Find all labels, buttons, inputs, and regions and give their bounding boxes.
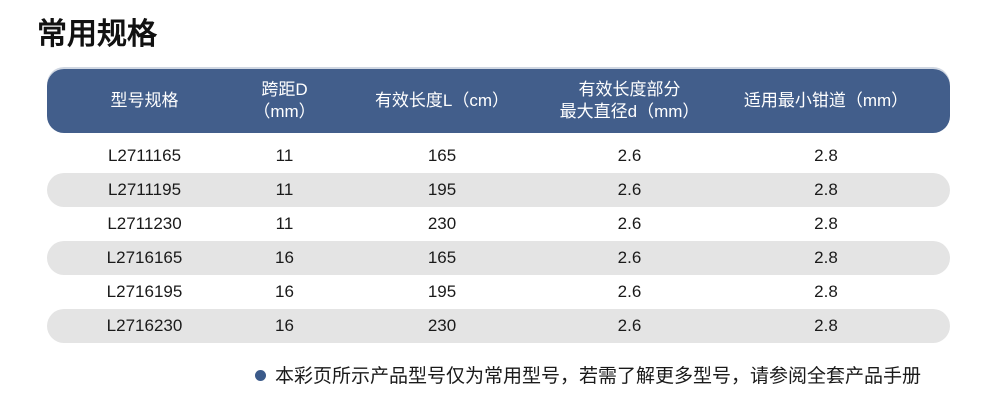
bullet-icon [255, 370, 266, 381]
table-cell-max-diameter: 2.6 [617, 316, 642, 335]
table-cell-effective-length: 230 [427, 214, 457, 233]
table-row: L2711195 11 195 2.6 2.8 [47, 173, 950, 207]
table-cell-effective-length: 165 [427, 248, 457, 267]
table-cell-max-diameter: 2.6 [617, 282, 642, 301]
table-cell-max-diameter: 2.6 [617, 214, 642, 233]
table-cell-model: L2711195 [107, 180, 182, 199]
table-cell-span-d: 11 [275, 180, 294, 199]
table-cell-model: L2716230 [106, 316, 183, 335]
table-cell-span-d: 16 [275, 316, 294, 335]
table-cell-effective-length: 230 [427, 316, 457, 335]
table-cell-min-channel: 2.8 [814, 146, 838, 165]
table-cell-effective-length: 165 [427, 146, 457, 165]
table-cell-min-channel: 2.8 [814, 214, 838, 233]
table-cell-span-d: 16 [275, 282, 294, 301]
table-cell-model: L2711230 [107, 214, 182, 233]
table-cell-max-diameter: 2.6 [617, 146, 642, 165]
table-cell-span-d: 16 [275, 248, 294, 267]
table-cell-min-channel: 2.8 [814, 282, 838, 301]
table-cell-min-channel: 2.8 [814, 316, 838, 335]
table-cell-model: L2716195 [106, 282, 183, 301]
table-cell-effective-length: 195 [427, 180, 457, 199]
footnote: 本彩页所示产品型号仅为常用型号，若需了解更多型号，请参阅全套产品手册 [255, 361, 921, 388]
table-row: L2716230 16 230 2.6 2.8 [47, 309, 950, 343]
table-cell-max-diameter: 2.6 [617, 180, 642, 199]
table-cell-min-channel: 2.8 [814, 248, 838, 267]
table-cell-min-channel: 2.8 [814, 180, 838, 199]
table-row: L2716165 16 165 2.6 2.8 [47, 241, 950, 275]
table-row: L2716195 16 195 2.6 2.8 [47, 275, 950, 309]
table-cell-effective-length: 195 [427, 282, 457, 301]
table-cell-span-d: 11 [275, 214, 294, 233]
table-row: L2711165 11 165 2.6 2.8 [47, 139, 950, 173]
table-body: L2711165 11 165 2.6 2.8 L2711195 11 195 … [47, 139, 950, 343]
column-header-model: 型号规格 [110, 90, 179, 110]
table-header-row: 型号规格 跨距D（mm） 有效长度L（cm） 有效长度部分 最大直径d（mm） … [47, 69, 950, 133]
page-title: 常用规格 [37, 18, 157, 51]
column-header-span-d: 跨距D（mm） [253, 79, 316, 121]
table-row: L2711230 11 230 2.6 2.8 [47, 207, 950, 241]
spec-table: 型号规格 跨距D（mm） 有效长度L（cm） 有效长度部分 最大直径d（mm） … [47, 69, 950, 343]
column-header-effective-length: 有效长度L（cm） [374, 90, 510, 110]
table-cell-model: L2716165 [106, 248, 183, 267]
footnote-text: 本彩页所示产品型号仅为常用型号，若需了解更多型号，请参阅全套产品手册 [275, 366, 922, 387]
table-cell-model: L2711165 [107, 146, 182, 165]
table-cell-span-d: 11 [275, 146, 294, 165]
column-header-min-channel: 适用最小钳道（mm） [743, 90, 909, 110]
column-header-max-diameter: 有效长度部分 最大直径d（mm） [559, 79, 700, 121]
table-cell-max-diameter: 2.6 [617, 248, 642, 267]
